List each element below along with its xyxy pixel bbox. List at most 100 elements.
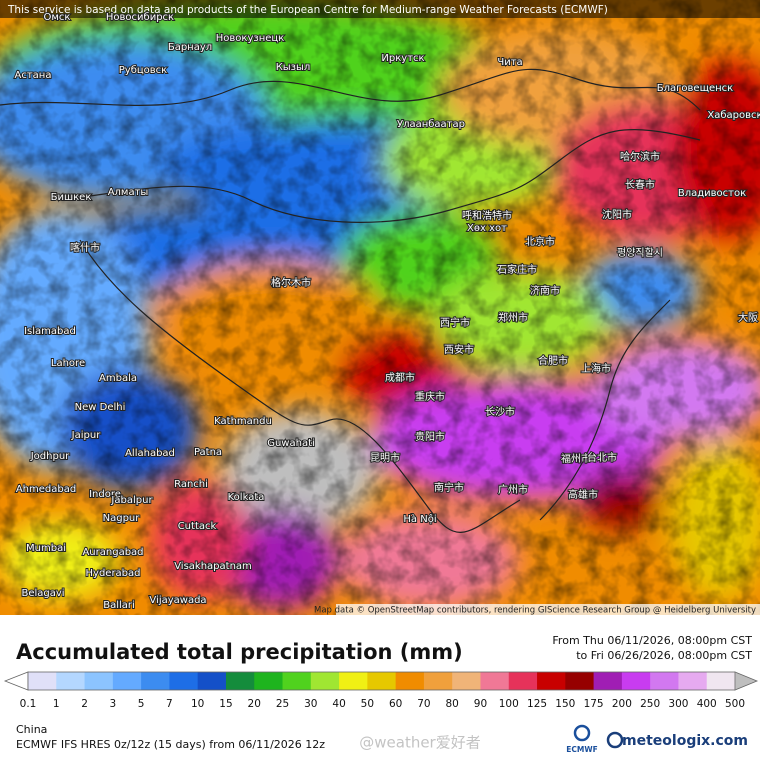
city-label: Ambala [99,373,137,384]
legend-tick-label: 250 [640,698,660,710]
brand-icon [606,731,624,749]
city-label: Allahabad [125,448,175,459]
brand: meteologix.com [622,733,748,749]
city-label: 合肥市 [538,354,568,367]
city-label: 上海市 [581,362,611,375]
city-label: 北京市 [525,235,555,248]
city-label: Иркутск [381,53,424,64]
legend-swatch [225,672,255,690]
city-label: Lahore [51,358,85,369]
city-label: Новокузнецк [216,33,284,44]
city-label: 长春市 [625,178,655,191]
city-label: Jaipur [71,430,102,441]
legend-tick-label: 0.1 [20,698,37,710]
city-label: Islamabad [24,326,76,337]
city-label: 高雄市 [568,488,598,501]
legend-swatch [282,672,312,690]
city-label: 济南市 [530,284,560,297]
legend-tick-label: 40 [332,698,345,710]
city-label: 南宁市 [434,481,464,494]
legend-tick-label: 500 [725,698,745,710]
city-label: 台北市 [587,451,617,464]
city-label: Омск [44,12,71,23]
legend-tick-label: 10 [191,698,204,710]
region: China [16,723,47,736]
legend-tick-label: 15 [219,698,232,710]
legend-swatch [452,672,481,690]
city-label: 福州市 [561,452,591,465]
map: This service is based on data and produc… [0,0,760,616]
borders [0,68,701,533]
legend-swatch [28,672,57,690]
meteologix-logo: meteologix.com [606,731,748,749]
city-label: Jabalpur [110,495,153,506]
legend-swatch [84,672,114,690]
city-label: Ranchi [174,479,208,490]
city-label: Барнаул [168,42,212,53]
city-label: Улаанбаатар [397,119,465,130]
legend-swatch [423,672,453,690]
city-label: Kathmandu [214,416,272,427]
city-label: Kolkata [228,492,265,503]
legend-tick-label: 60 [389,698,402,710]
legend-tick-label: 25 [276,698,289,710]
city-label: Алматы [108,187,149,198]
legend-swatch [367,672,397,690]
city-label: Hyderabad [86,568,141,579]
period-to: to Fri 06/26/2026, 08:00pm CST [576,649,752,662]
city-label: Visakhapatnam [174,561,252,572]
city-label: 郑州市 [498,311,528,324]
legend-swatch [112,672,142,690]
legend-swatch [678,672,708,690]
ecmwf-text: ECMWF [566,745,598,754]
city-label: 西安市 [444,343,474,356]
city-label: 昆明市 [370,451,400,464]
legend-swatch [537,672,566,690]
legend-swatch [310,672,340,690]
city-label: Благовещенск [657,83,733,94]
city-label: 格尔木市 [271,276,311,289]
city-label: Хабаровск [707,110,760,121]
city-label: Mumbai [26,543,66,554]
legend-over [734,671,759,691]
legend: 0.1 1 2 3 5 7 10 15 20 25 30 40 50 60 70 80 90 100 125 150 1… [3,671,759,710]
legend-swatch [593,672,623,690]
legend-tick-label: 1 [53,698,60,710]
city-label: 喀什市 [70,241,100,254]
legend-tick-label: 200 [612,698,632,710]
city-label: 西宁市 [440,316,470,329]
legend-tick-label: 70 [417,698,430,710]
city-label: 广州市 [498,483,528,496]
ecmwf-icon [573,724,591,742]
city-label: 石家庄市 [497,263,537,276]
legend-swatch [141,672,170,690]
city-label: Чита [497,57,522,68]
disclaimer: This service is based on data and produc… [7,4,608,16]
city-label: Астана [15,70,52,81]
city-label: 沈阳市 [602,208,632,221]
legend-tick-label: 80 [446,698,459,710]
city-label: Cuttack [178,521,217,532]
legend-tick-label: 30 [304,698,317,710]
city-label: 成都市 [385,371,415,384]
legend-swatch [254,672,284,690]
city-label: 重庆市 [415,390,445,403]
city-label: 평양직할시 [617,247,663,259]
city-label: Hà Nội [403,513,436,525]
legend-swatch [169,672,199,690]
legend-tick-label: 90 [474,698,487,710]
legend-tick-label: 125 [527,698,547,710]
legend-tick-label: 300 [668,698,688,710]
city-label: Хөх хот [467,223,507,234]
legend-tick-label: 20 [248,698,261,710]
legend-tick-label: 2 [81,698,88,710]
city-label: Guwahati [267,438,315,449]
title: Accumulated total precipitation (mm) [16,640,463,664]
legend-tick-label: 400 [697,698,717,710]
legend-swatch [508,672,538,690]
legend-swatch [650,672,679,690]
legend-tick-label: 5 [138,698,145,710]
attribution-bg [336,604,760,615]
attribution: Map data © OpenStreetMap contributors, r… [314,606,756,616]
